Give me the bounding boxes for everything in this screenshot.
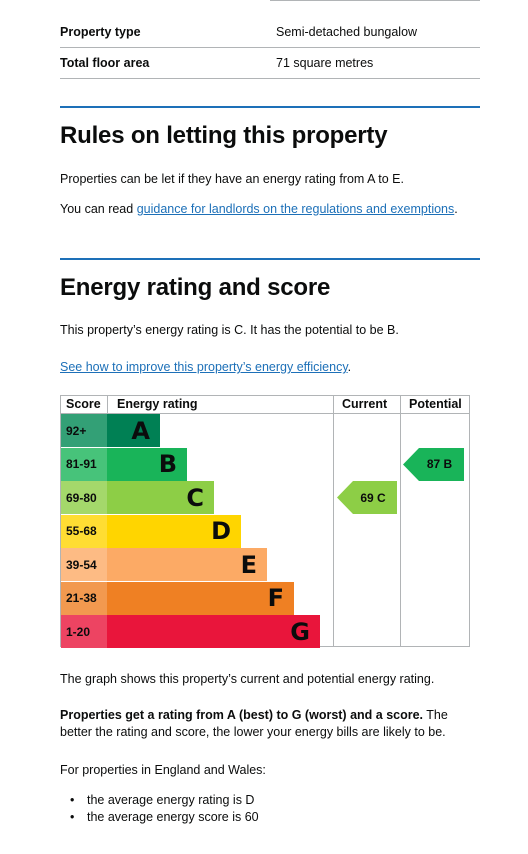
list-item: the average energy rating is D bbox=[70, 792, 259, 809]
graph-border-top bbox=[60, 395, 470, 396]
rating-heading: Energy rating and score bbox=[60, 274, 331, 301]
summary-value: 71 square metres bbox=[276, 56, 374, 70]
band-bar-f: F bbox=[107, 581, 294, 615]
band-score-a: 92+ bbox=[61, 414, 107, 447]
property-summary: Property type Semi-detached bungalow Tot… bbox=[60, 0, 480, 79]
header-current: Current bbox=[342, 397, 388, 411]
summary-row-floor-area: Total floor area 71 square metres bbox=[60, 48, 480, 79]
current-rating-arrow-label: 69 C bbox=[360, 490, 386, 505]
summary-top-divider bbox=[270, 0, 480, 1]
band-bar-b: B bbox=[107, 447, 187, 481]
current-rating-arrow-shape bbox=[337, 481, 397, 514]
band-bar-d: D bbox=[107, 514, 241, 548]
current-rating-arrow: 69 C bbox=[337, 481, 397, 514]
rating-explanation-bold: Properties get a rating from A (best) to… bbox=[60, 708, 424, 722]
band-bar-g: G bbox=[107, 615, 320, 648]
graph-header-divider bbox=[60, 413, 470, 414]
graph-col-divider bbox=[333, 395, 334, 647]
band-score-g: 1-20 bbox=[61, 615, 107, 648]
band-score-b: 81-91 bbox=[61, 447, 107, 481]
average-list: the average energy rating is D the avera… bbox=[70, 792, 259, 826]
header-energy-rating: Energy rating bbox=[117, 397, 198, 411]
summary-row-property-type: Property type Semi-detached bungalow bbox=[60, 17, 480, 48]
section-divider bbox=[60, 258, 480, 260]
section-divider bbox=[60, 106, 480, 108]
improve-suffix: . bbox=[347, 360, 352, 374]
header-potential: Potential bbox=[409, 397, 462, 411]
potential-rating-arrow: 87 B bbox=[403, 447, 464, 481]
summary-value: Semi-detached bungalow bbox=[276, 25, 418, 39]
band-bar-a: A bbox=[107, 414, 160, 447]
energy-rating-graph: Score Energy rating Current Potential 92… bbox=[60, 395, 470, 648]
guidance-suffix: . bbox=[454, 202, 458, 216]
guidance-link[interactable]: guidance for landlords on the regulation… bbox=[136, 202, 455, 216]
graph-border-right bbox=[469, 395, 470, 647]
letting-guidance: You can read guidance for landlords on t… bbox=[60, 201, 480, 218]
graph-border-left bbox=[60, 395, 61, 647]
band-score-e: 39-54 bbox=[61, 548, 107, 581]
potential-rating-arrow-label: 87 B bbox=[426, 457, 453, 471]
guidance-prefix: You can read bbox=[60, 202, 137, 216]
band-score-f: 21-38 bbox=[61, 581, 107, 615]
header-score: Score bbox=[66, 397, 101, 411]
improve-paragraph: See how to improve this property’s energ… bbox=[60, 359, 480, 376]
list-item: the average energy score is 60 bbox=[70, 809, 259, 826]
potential-rating-arrow-shape bbox=[403, 447, 464, 481]
graph-col-divider bbox=[107, 395, 108, 413]
letting-text: Properties can be let if they have an en… bbox=[60, 172, 404, 186]
rating-explanation: Properties get a rating from A (best) to… bbox=[60, 707, 480, 741]
letting-heading: Rules on letting this property bbox=[60, 122, 388, 149]
band-bar-e: E bbox=[107, 548, 267, 581]
band-score-c: 69-80 bbox=[61, 481, 107, 514]
graph-explanation: The graph shows this property’s current … bbox=[60, 672, 435, 686]
improve-link[interactable]: See how to improve this property’s energ… bbox=[60, 360, 348, 374]
band-bar-c: C bbox=[107, 481, 214, 514]
band-score-d: 55-68 bbox=[61, 514, 107, 548]
rating-text: This property’s energy rating is C. It h… bbox=[60, 323, 399, 337]
summary-key: Total floor area bbox=[60, 56, 150, 70]
england-wales-text: For properties in England and Wales: bbox=[60, 763, 266, 777]
graph-col-divider bbox=[400, 395, 401, 647]
rating-explanation-rest: The better the rating and score, the low… bbox=[60, 708, 448, 739]
summary-key: Property type bbox=[60, 25, 141, 39]
